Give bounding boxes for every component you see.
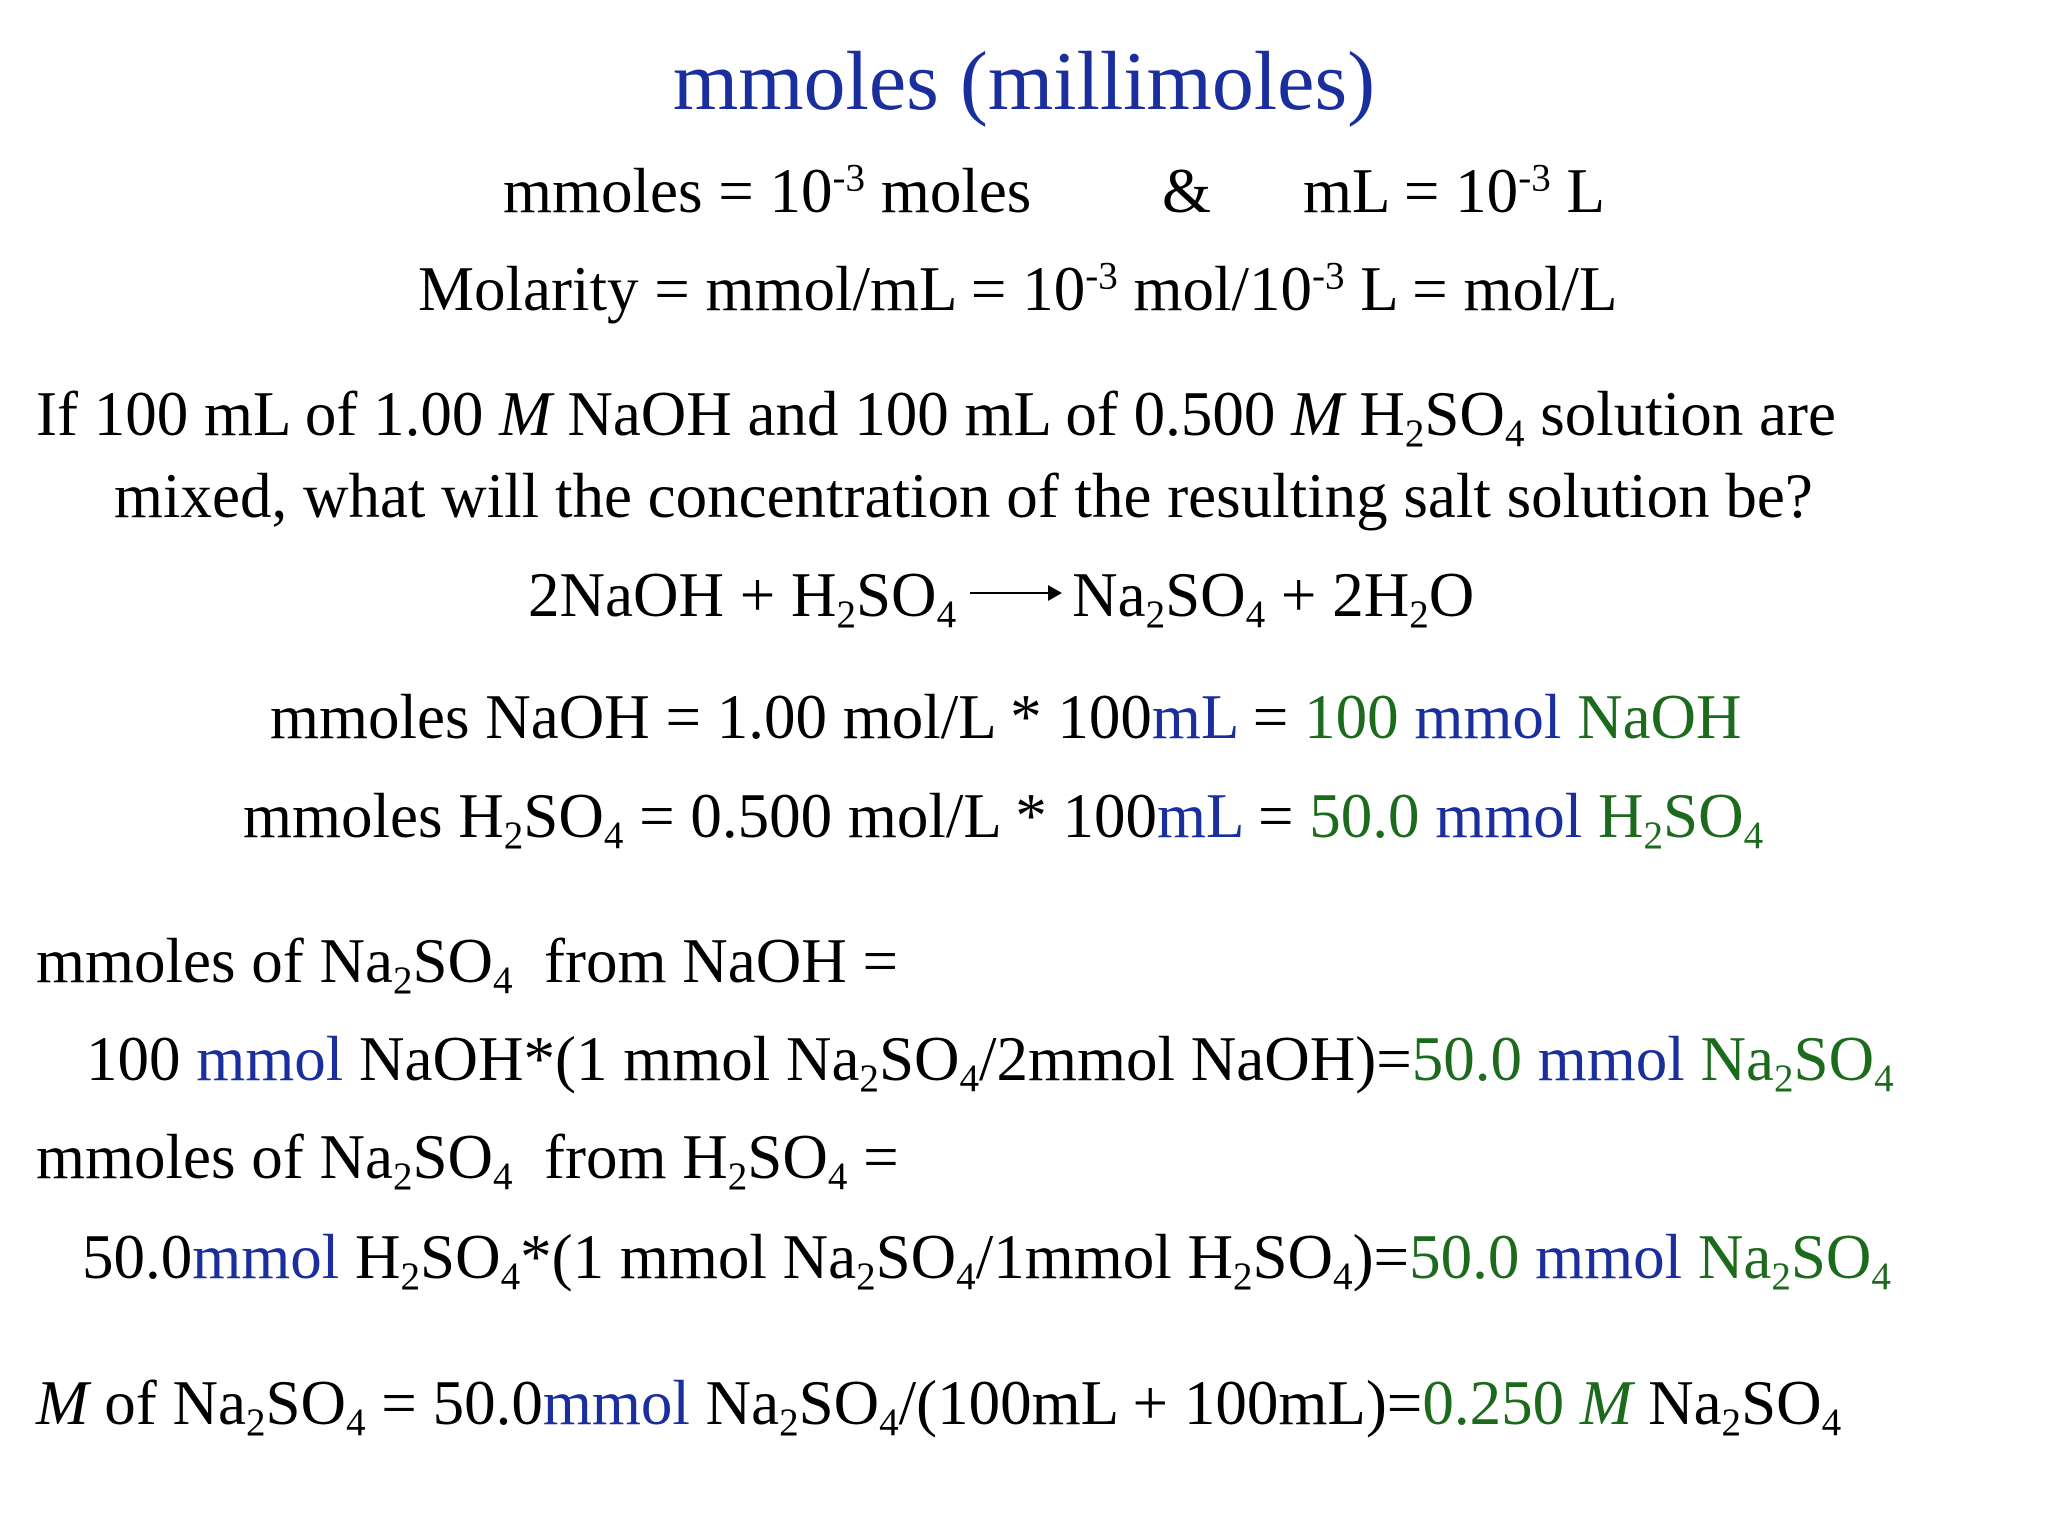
- mmoles-h2so4-result: 50.0 mmol H2SO4: [1309, 781, 1764, 857]
- mmoles-naoh-calculation: mmoles NaOH = 1.00 mol/L * 100mL = 100 m…: [270, 682, 1742, 752]
- na2so4-from-h2so4-calculation: 50.0mmol H2SO4*(1 mmol Na2SO4/1mmol H2SO…: [82, 1222, 1891, 1298]
- ml-definition: mL = 10-3 L: [1303, 156, 1605, 226]
- question-line-2: mixed, what will the concentration of th…: [114, 461, 1813, 531]
- definition-line-1: mmoles = 10-3 moles: [503, 159, 1031, 223]
- reaction-equation: 2NaOH + H2SO4 Na2SO4 + 2H2O: [528, 560, 1475, 636]
- final-molarity-result: 0.250 M: [1422, 1368, 1633, 1438]
- na2so4-from-naoh-heading: mmoles of Na2SO4 from NaOH =: [36, 926, 898, 1002]
- na2so4-from-naoh-calculation: 100 mmol NaOH*(1 mmol Na2SO4/2mmol NaOH)…: [86, 1024, 1894, 1100]
- mmoles-definition: mmoles = 10-3 moles: [503, 156, 1032, 226]
- molarity-definition: Molarity = mmol/mL = 10-3 mol/10-3 L = m…: [418, 254, 1618, 324]
- reaction-arrow-icon: [970, 584, 1063, 601]
- mmoles-naoh-result: 100 mmol NaOH: [1304, 682, 1742, 752]
- page-title: mmoles (millimoles): [672, 35, 1376, 128]
- final-molarity-calculation: M of Na2SO4 = 50.0mmol Na2SO4/(100mL + 1…: [36, 1368, 1842, 1444]
- na2so4-from-naoh-result: 50.0 mmol Na2SO4: [1411, 1024, 1894, 1100]
- question-line-1: If 100 mL of 1.00 M NaOH and 100 mL of 0…: [36, 379, 1836, 455]
- na2so4-from-h2so4-heading: mmoles of Na2SO4 from H2SO4 =: [36, 1122, 899, 1198]
- ampersand: &: [1162, 156, 1212, 226]
- na2so4-from-h2so4-result: 50.0 mmol Na2SO4: [1409, 1222, 1891, 1298]
- mmoles-h2so4-calculation: mmoles H2SO4 = 0.500 mol/L * 100mL = 50.…: [243, 781, 1764, 857]
